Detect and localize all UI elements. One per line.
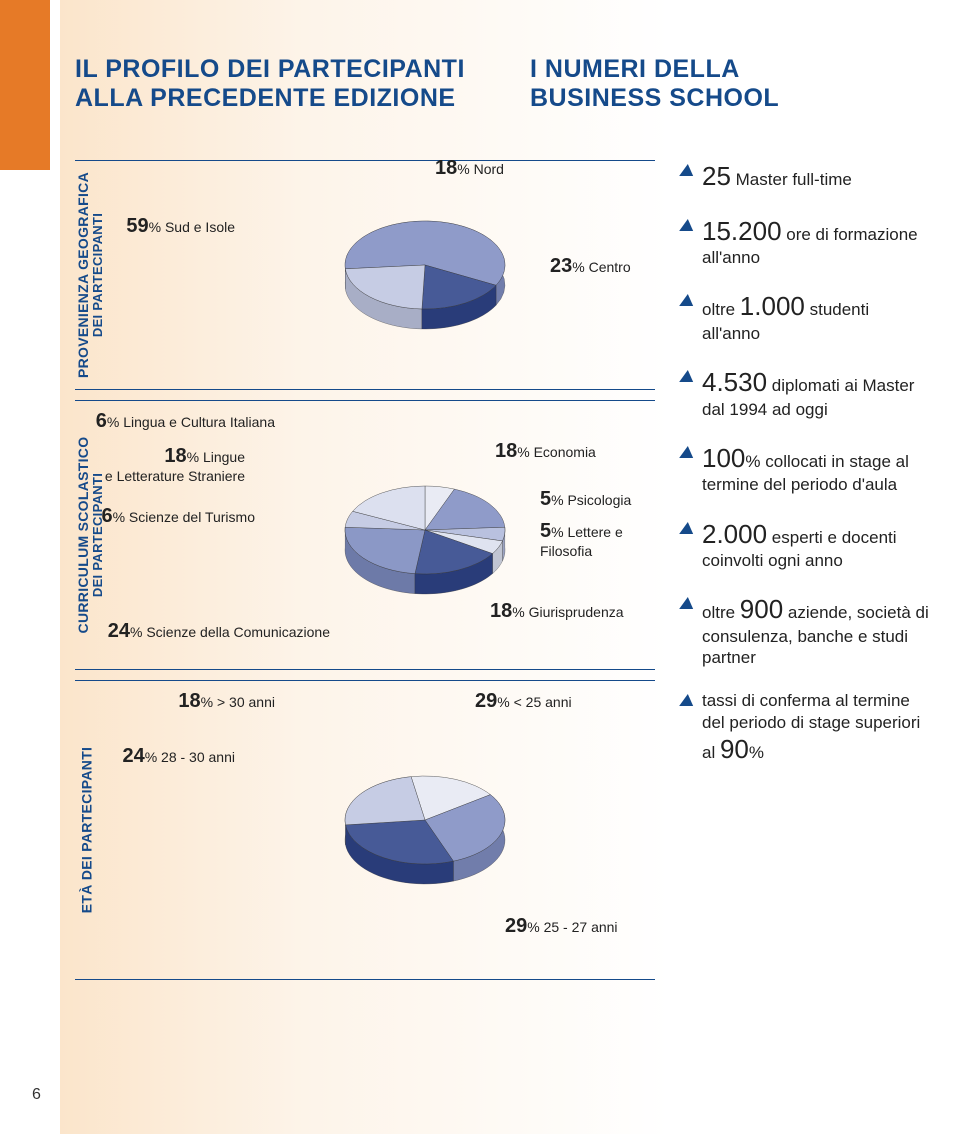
triangle-icon: [679, 294, 695, 306]
lbl-eta-2527: 29% 25 - 27 anni: [505, 915, 618, 938]
triangle-icon: [679, 164, 695, 176]
vlabel-geo-l1: PROVENIENZA GEOGRAFICA: [75, 172, 91, 378]
lbl-geo-centro: 23% Centro: [550, 255, 631, 278]
triangle-icon: [679, 694, 695, 706]
rule: [75, 680, 655, 681]
rule: [75, 160, 655, 161]
fact-text: 25 Master full-time: [702, 160, 930, 193]
section-eta: ETÀ DEI PARTECIPANTI 18% > 30 anni 29% <…: [75, 680, 655, 980]
lbl-eta-2830: 24% 28 - 30 anni: [105, 745, 235, 768]
fact-item: oltre 1.000 studenti all'anno: [680, 290, 930, 344]
fact-text: tassi di conferma al termine del periodo…: [702, 690, 930, 765]
lbl-geo-sud: 59% Sud e Isole: [95, 215, 235, 238]
triangle-icon: [679, 446, 695, 458]
triangle-icon: [679, 219, 695, 231]
pie-eta: [305, 735, 525, 888]
triangle-icon: [679, 370, 695, 382]
section-geo: PROVENIENZA GEOGRAFICA DEI PARTECIPANTI …: [75, 160, 655, 390]
fact-item: oltre 900 aziende, società di consulenza…: [680, 593, 930, 668]
pie-geo: [305, 180, 525, 333]
triangle-icon: [679, 522, 695, 534]
rule: [75, 669, 655, 670]
lbl-curr-lingue: 18% Linguee Letterature Straniere: [65, 445, 245, 484]
facts-list: 25 Master full-time 15.200 ore di formazi…: [680, 160, 930, 787]
vlabel-geo: PROVENIENZA GEOGRAFICA DEI PARTECIPANTI: [76, 160, 104, 390]
title-right-l1: I NUMERI DELLA: [530, 55, 779, 84]
title-left-l2: ALLA PRECEDENTE EDIZIONE: [75, 84, 465, 113]
fact-text: oltre 1.000 studenti all'anno: [702, 290, 930, 344]
lbl-curr-giuris: 18% Giurisprudenza: [490, 600, 624, 623]
lbl-curr-econ: 18% Economia: [495, 440, 596, 463]
fact-item: 15.200 ore di formazione all'anno: [680, 215, 930, 269]
fact-text: 2.000 esperti e docenti coinvolti ogni a…: [702, 518, 930, 572]
vlabel-geo-l2: DEI PARTECIPANTI: [91, 160, 105, 390]
fact-text: 15.200 ore di formazione all'anno: [702, 215, 930, 269]
lbl-eta-30p: 18% > 30 anni: [125, 690, 275, 713]
rule: [75, 979, 655, 980]
section-curr: CURRICULUM SCOLASTICO DEI PARTECIPANTI 6…: [75, 400, 655, 670]
title-left-l1: IL PROFILO DEI PARTECIPANTI: [75, 55, 465, 84]
title-right-l2: BUSINESS SCHOOL: [530, 84, 779, 113]
lbl-curr-comunic: 24% Scienze della Comunicazione: [65, 620, 330, 643]
lbl-geo-nord: 18% Nord: [435, 157, 504, 180]
fact-item: 2.000 esperti e docenti coinvolti ogni a…: [680, 518, 930, 572]
fact-text: 4.530 diplomati ai Master dal 1994 ad og…: [702, 366, 930, 420]
lbl-eta-25m: 29% < 25 anni: [475, 690, 572, 713]
title-left: IL PROFILO DEI PARTECIPANTI ALLA PRECEDE…: [75, 55, 465, 113]
fact-text: oltre 900 aziende, società di consulenza…: [702, 593, 930, 668]
fact-item: 25 Master full-time: [680, 160, 930, 193]
lbl-curr-turismo: 6% Scienze del Turismo: [65, 505, 255, 528]
fact-item: 100% collocati in stage al termine del p…: [680, 442, 930, 496]
rule: [75, 400, 655, 401]
fact-item: 4.530 diplomati ai Master dal 1994 ad og…: [680, 366, 930, 420]
fact-item: tassi di conferma al termine del periodo…: [680, 690, 930, 765]
title-right: I NUMERI DELLA BUSINESS SCHOOL: [530, 55, 779, 113]
vlabel-eta-l1: ETÀ DEI PARTECIPANTI: [79, 747, 95, 914]
triangle-icon: [679, 597, 695, 609]
lbl-curr-lci: 6% Lingua e Cultura Italiana: [65, 410, 275, 433]
fact-text: 100% collocati in stage al termine del p…: [702, 442, 930, 496]
page: IL PROFILO DEI PARTECIPANTI ALLA PRECEDE…: [0, 0, 960, 1134]
page-number: 6: [32, 1086, 41, 1104]
lbl-curr-psico: 5% Psicologia: [540, 488, 631, 511]
rule: [75, 389, 655, 390]
vlabel-eta: ETÀ DEI PARTECIPANTI: [80, 680, 95, 980]
lbl-curr-lettere: 5% Lettere e Filosofia: [540, 520, 655, 559]
pie-curr: [305, 445, 525, 598]
